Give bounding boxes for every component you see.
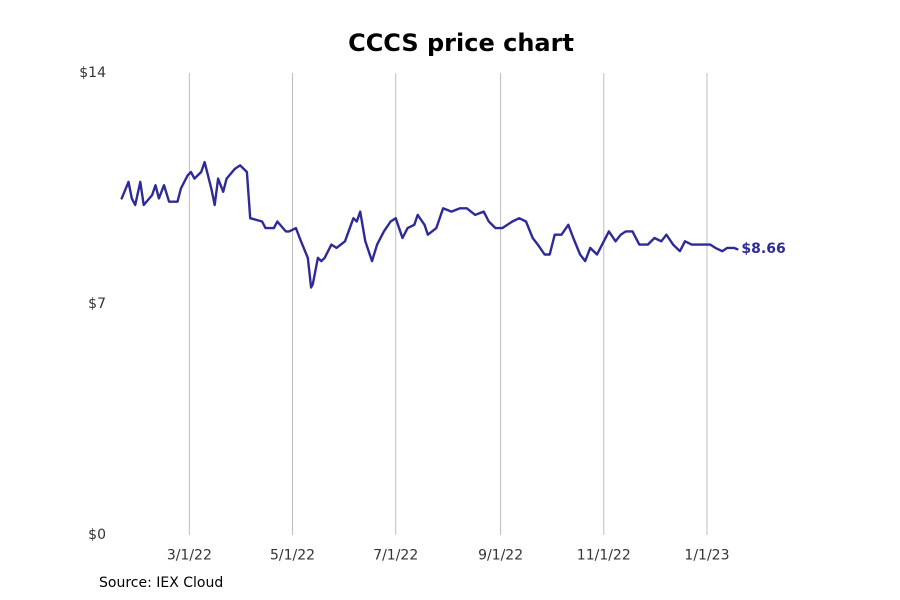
x-tick-label: 7/1/22 [373,548,418,564]
chart-title: CCCS price chart [348,29,574,57]
x-tick-label: 3/1/22 [167,548,212,564]
x-tick-label: 1/1/23 [684,548,729,564]
series-layer: $8.66 [120,160,786,289]
x-axis-ticks: 3/1/22 5/1/22 7/1/22 9/1/22 11/1/22 1/1/23 [167,548,730,564]
last-price-label: $8.66 [741,241,785,257]
y-tick-label: $0 [88,527,106,543]
source-note: Source: IEX Cloud [99,575,223,591]
x-tick-label: 11/1/22 [577,548,631,564]
y-tick-label: $7 [88,296,106,312]
grid-lines [188,73,708,535]
y-axis-ticks: $0 $7 $14 [79,65,106,543]
series-line [120,160,739,289]
x-tick-label: 9/1/22 [478,548,523,564]
x-tick-label: 5/1/22 [270,548,315,564]
y-tick-label: $14 [79,65,106,81]
